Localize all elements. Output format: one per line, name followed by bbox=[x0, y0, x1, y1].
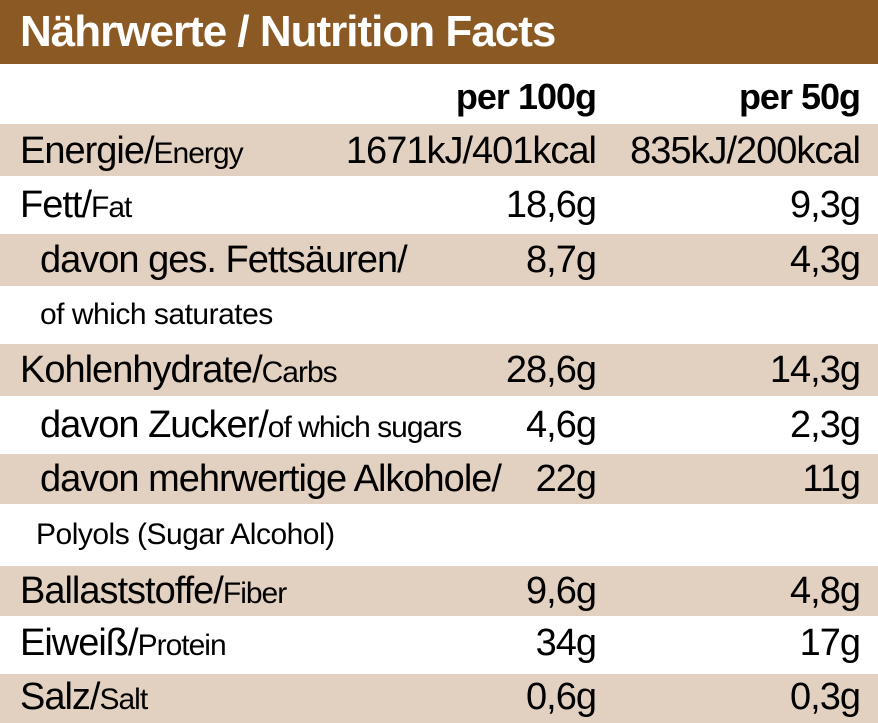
value-per-100g: 9,6g bbox=[526, 570, 597, 612]
row-fiber: Ballaststoffe/Fiber 9,6g 4,8g bbox=[0, 566, 878, 616]
value-per-50g: 4,8g bbox=[790, 570, 861, 612]
label-de: Fett/ bbox=[20, 184, 92, 226]
value-per-100g: 8,7g bbox=[526, 239, 597, 281]
row-label: davon Zucker/of which sugars bbox=[40, 404, 462, 447]
row-saturates: davon ges. Fettsäuren/ 8,7g 4,3g bbox=[0, 234, 878, 286]
value-per-50g: 4,3g bbox=[790, 239, 861, 281]
row-energy: Energie/Energy 1671kJ/401kcal 835kJ/200k… bbox=[0, 124, 878, 176]
row-polyols-sub: Polyols (Sugar Alcohol) bbox=[0, 504, 878, 566]
value-per-50g: 2,3g bbox=[790, 404, 861, 446]
row-polyols: davon mehrwertige Alkohole/ 22g 11g bbox=[0, 454, 878, 504]
value-per-100g: 4,6g bbox=[526, 404, 597, 446]
value-per-50g: 9,3g bbox=[790, 184, 861, 226]
label-en: of which sugars bbox=[267, 411, 462, 444]
row-fat: Fett/Fat 18,6g 9,3g bbox=[0, 176, 878, 234]
value-per-100g: 34g bbox=[535, 622, 597, 664]
row-protein: Eiweiß/Protein 34g 17g bbox=[0, 616, 878, 674]
label-de: davon ges. Fettsäuren/ bbox=[40, 239, 408, 281]
row-label: davon mehrwertige Alkohole/ bbox=[40, 458, 502, 501]
column-header-per-100g: per 100g bbox=[455, 76, 597, 117]
value-per-100g: 18,6g bbox=[505, 184, 597, 226]
label-de: davon mehrwertige Alkohole/ bbox=[40, 458, 502, 500]
label-de: Ballaststoffe/ bbox=[20, 570, 224, 612]
value-per-50g: 17g bbox=[799, 622, 861, 664]
value-per-50g: 0,3g bbox=[790, 676, 861, 718]
label-en: Carbs bbox=[261, 356, 338, 389]
label-en: Fat bbox=[91, 191, 132, 224]
row-label: Eiweiß/Protein bbox=[20, 622, 227, 665]
value-per-100g: 28,6g bbox=[505, 349, 597, 391]
panel-title: Nährwerte / Nutrition Facts bbox=[0, 0, 878, 64]
row-saturates-sub: of which saturates bbox=[0, 286, 878, 344]
row-label: Ballaststoffe/Fiber bbox=[20, 570, 287, 613]
label-en-sub: of which saturates bbox=[40, 298, 273, 331]
value-per-100g: 22g bbox=[535, 458, 597, 500]
label-en: Protein bbox=[137, 629, 227, 662]
label-en: Fiber bbox=[222, 577, 287, 610]
label-en: Energy bbox=[153, 137, 244, 170]
column-header-per-50g: per 50g bbox=[738, 76, 861, 117]
row-label: Salz/Salt bbox=[20, 676, 148, 719]
value-per-100g: 1671kJ/401kcal bbox=[345, 130, 597, 172]
row-sugars: davon Zucker/of which sugars 4,6g 2,3g bbox=[0, 396, 878, 454]
value-per-100g: 0,6g bbox=[526, 676, 597, 718]
row-label: Energie/Energy bbox=[20, 130, 244, 173]
row-label: Kohlenhydrate/Carbs bbox=[20, 349, 338, 392]
label-en: Salt bbox=[99, 683, 148, 716]
row-label: davon ges. Fettsäuren/ bbox=[40, 239, 408, 282]
row-carbs: Kohlenhydrate/Carbs 28,6g 14,3g bbox=[0, 344, 878, 396]
label-de: davon Zucker/ bbox=[40, 404, 269, 446]
column-header-row: per 100g per 50g bbox=[0, 64, 878, 124]
value-per-50g: 14,3g bbox=[769, 349, 861, 391]
value-per-50g: 11g bbox=[802, 458, 861, 500]
value-per-50g: 835kJ/200kcal bbox=[630, 130, 861, 172]
row-label: Fett/Fat bbox=[20, 184, 132, 227]
label-de: Salz/ bbox=[20, 676, 100, 718]
label-de: Energie/ bbox=[20, 130, 155, 172]
label-de: Eiweiß/ bbox=[20, 622, 139, 664]
label-de: Kohlenhydrate/ bbox=[20, 349, 263, 391]
label-en-sub: Polyols (Sugar Alcohol) bbox=[36, 518, 335, 551]
row-salt: Salz/Salt 0,6g 0,3g bbox=[0, 674, 878, 723]
